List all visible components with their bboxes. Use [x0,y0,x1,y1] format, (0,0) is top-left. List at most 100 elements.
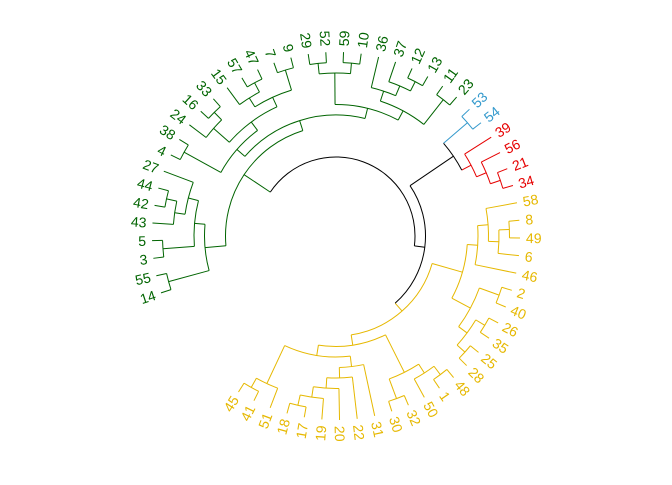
dendrogram-branch [312,387,314,397]
dendrogram-branch [351,63,352,73]
leaf-label-4: 4 [155,142,169,160]
dendrogram-branch [164,171,193,182]
leaf-label-8: 8 [525,211,534,228]
dendrogram-branch [444,123,468,144]
dendrogram-branch [389,401,392,411]
dendrogram-branch [317,345,319,355]
dendrogram-arc [245,115,365,156]
dendrogram-branch [350,356,351,366]
dendrogram-branch [258,70,262,80]
dendrogram-branch [410,82,415,91]
dendrogram-branch [152,223,173,224]
leaf-label-34: 34 [517,172,537,192]
leaf-label-43: 43 [130,213,147,230]
dendrogram-branch [447,369,454,377]
leaf-label-58: 58 [521,191,539,210]
dendrogram-branch [214,128,230,142]
leaf-label-52: 52 [317,30,334,47]
dendrogram-branch [465,137,492,154]
dendrogram-branch [179,139,188,145]
dendrogram-branch [352,377,357,419]
dendrogram-branch [408,68,412,78]
leaf-label-29: 29 [297,32,315,50]
dendrogram-branch [242,78,247,87]
dendrogram-branch [195,223,205,224]
leaf-label-56: 56 [502,136,523,157]
dendrogram-branch [237,149,245,156]
leaf-label-32: 32 [403,408,424,429]
leaf-label-51: 51 [255,410,276,430]
dendrogram-branch [308,54,310,64]
dendrogram-branch [414,246,424,247]
dendrogram-branch [395,303,402,311]
dendrogram-branch [255,83,260,92]
dendrogram-branch [189,125,206,138]
dendrogram-branch [479,288,499,295]
leaf-label-46: 46 [520,267,539,286]
leaf-label-59: 59 [336,30,353,46]
dendrogram-branch [404,396,408,406]
leaf-label-19: 19 [312,425,329,442]
dendrogram-branch [251,122,257,130]
dendrogram-branch [486,203,517,209]
dendrogram-branch [339,388,340,420]
dendrogram-branch [503,186,513,189]
dendrogram-branch [244,175,270,192]
dendrogram-branch [326,52,327,62]
leaf-label-1: 1 [436,389,454,405]
leaf-label-6: 6 [524,248,534,265]
dendrogram-branch [414,379,424,397]
leaf-label-42: 42 [132,194,150,212]
dendrogram-branch [496,303,506,307]
dendrogram-arc [270,157,415,246]
dendrogram-branch [169,271,210,282]
leaf-label-31: 31 [368,420,387,439]
dendrogram-branch [371,57,378,88]
leaf-label-3: 3 [139,251,149,268]
dendrogram-branch [249,98,255,107]
dendrogram-branch [214,112,221,119]
dendrogram-branch [360,54,361,64]
dendrogram-branch [365,108,368,118]
leaf-label-21: 21 [510,153,531,174]
leaf-label-55: 55 [134,269,153,288]
dendrogram-branch [490,180,500,183]
dendrogram-branches [152,52,520,420]
leaf-label-18: 18 [274,417,294,436]
dendrogram-branch [254,391,259,400]
dendrogram-branch [476,320,485,325]
dendrogram-branch [188,198,198,201]
dendrogram-branch [410,156,453,186]
dendrogram-branch [285,70,291,90]
dendrogram-branch [163,246,194,248]
leaf-label-44: 44 [135,175,154,195]
dendrogram-branch [251,378,256,387]
dendrogram-branch [462,109,470,116]
leaf-label-36: 36 [372,34,391,53]
dendrogram-branch [153,257,163,258]
dendrogram-branch [419,364,425,373]
leaf-label-9: 9 [280,42,297,54]
dendrogram-branch [450,97,457,105]
dendrogram-branch [274,63,278,73]
dendrogram-branch [478,225,488,226]
dendrogram-branch [326,378,327,388]
dendrogram-branch [386,335,405,373]
dendrogram-branch [457,345,465,352]
dendrogram-branch [434,366,440,374]
dendrogram-branch [434,379,440,388]
dendrogram-branch [380,91,383,101]
dendrogram-branch [155,205,165,207]
leaf-label-38: 38 [157,121,179,143]
dendrogram-branch [205,246,226,248]
dendrogram-arc [351,264,432,335]
dendrogram-branch [462,165,471,170]
dendrogram-branch [171,155,180,160]
leaf-label-41: 41 [237,402,258,423]
leaf-label-37: 37 [390,39,410,59]
leaf-label-27: 27 [141,156,161,177]
dendrogram-branch [304,407,306,417]
dendrogram-branch [480,332,489,338]
